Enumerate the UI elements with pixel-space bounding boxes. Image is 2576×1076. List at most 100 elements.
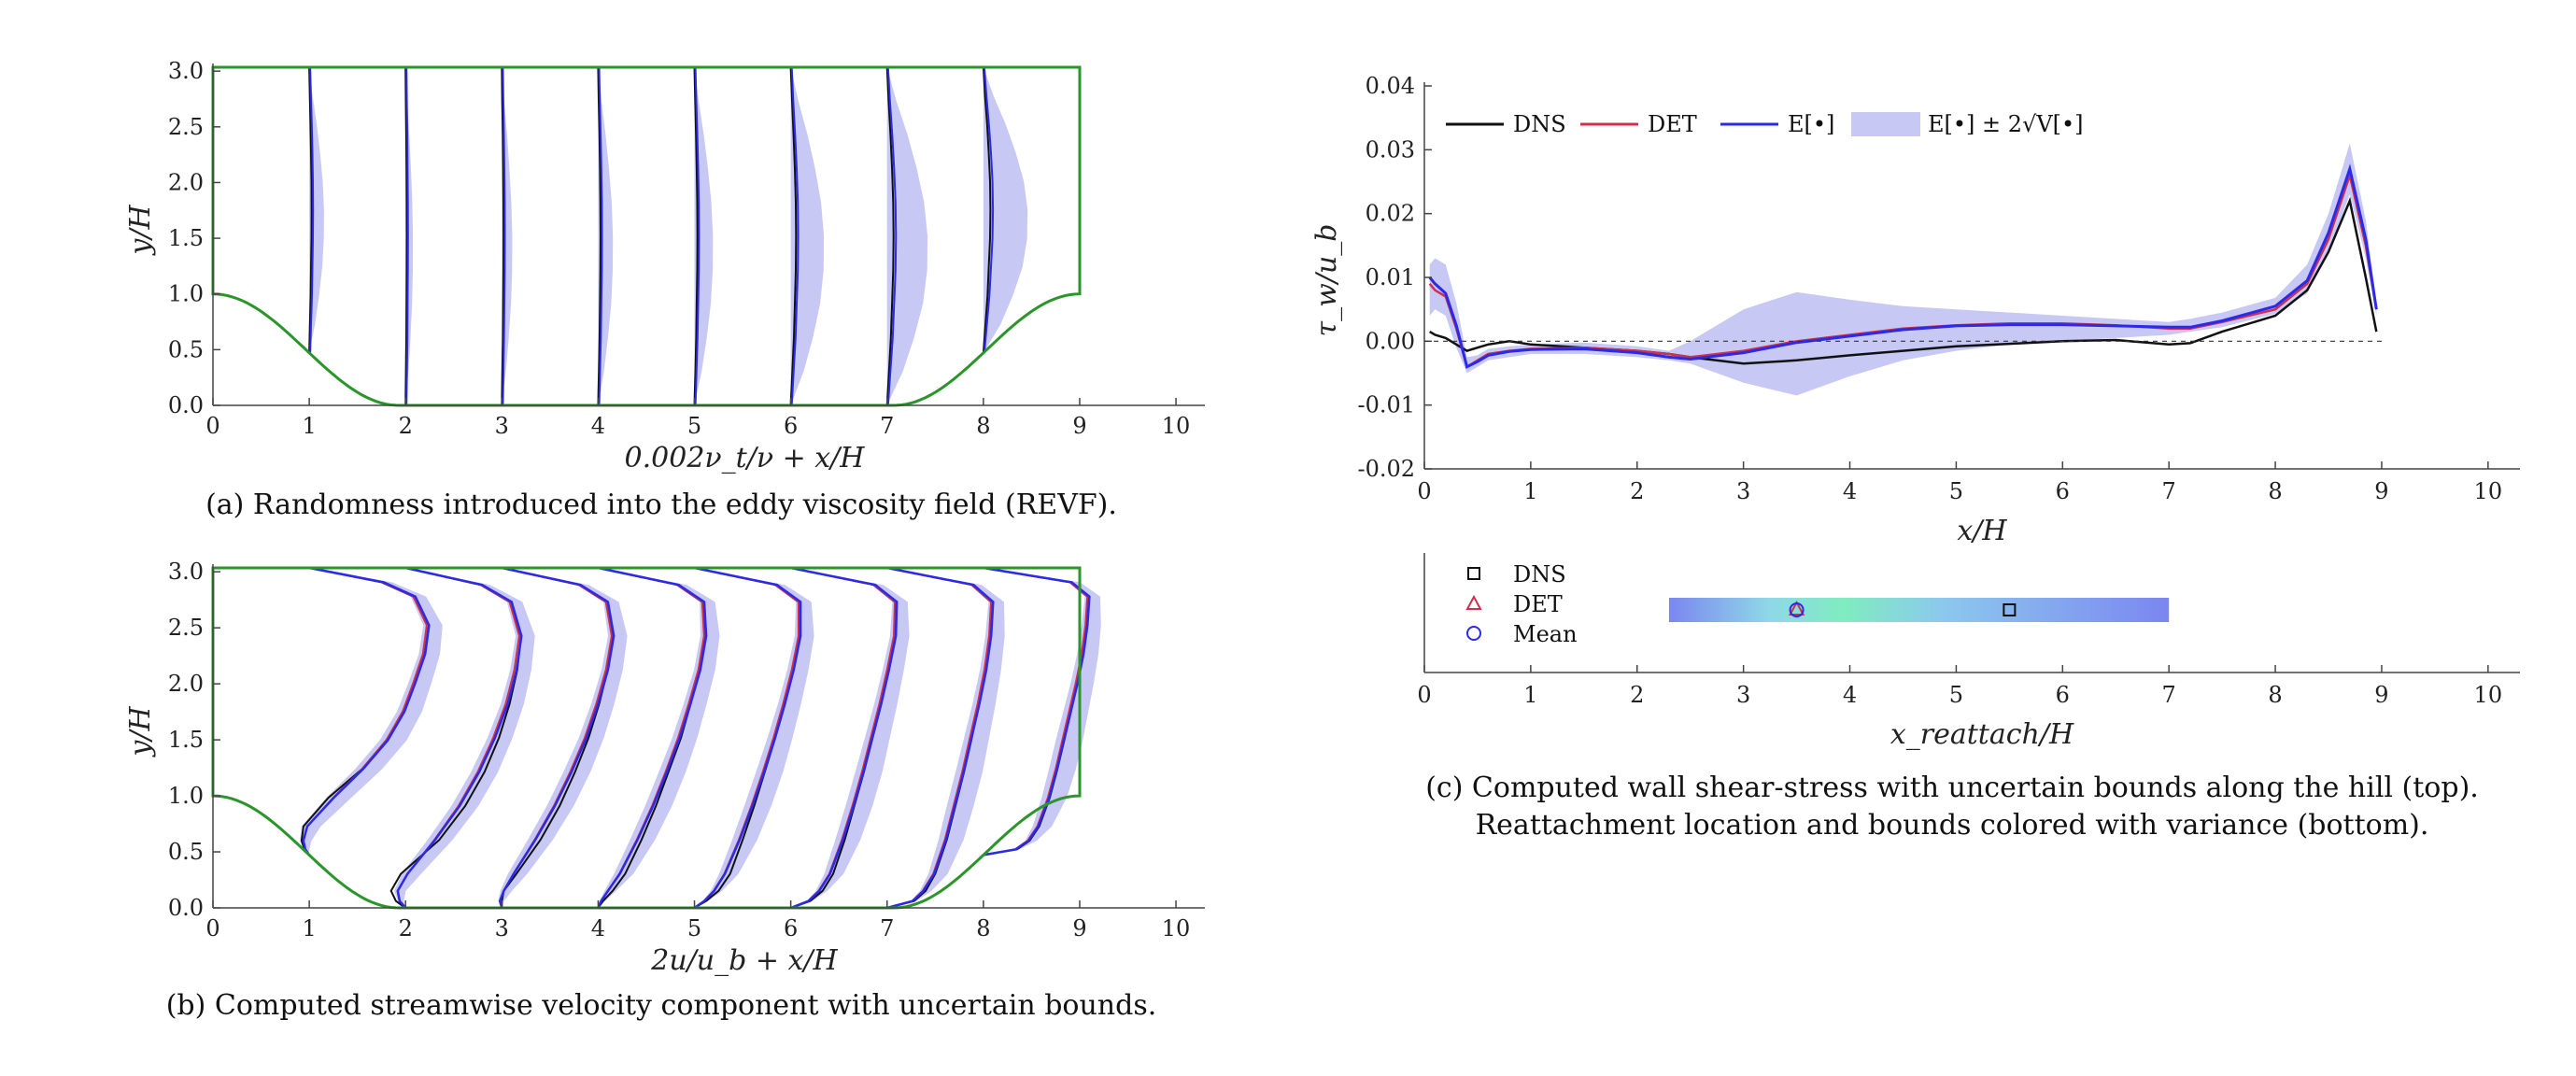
c-bottom-xlabel: x_reattach/H [1890, 718, 2074, 751]
legend-det-label: DET [1648, 111, 1697, 137]
a-ytick-label: 0.0 [168, 392, 204, 418]
c-top-legend: DNS DET E[•] E[•] ± 2√V[•] [1446, 111, 2084, 137]
reattach-mean-marker [1789, 602, 1805, 617]
a-det-profile [885, 66, 895, 406]
c-bottom-xtick-label: 0 [1417, 682, 1431, 708]
reattach-dns-marker [2003, 603, 2017, 616]
c-top-xtick-label: 5 [1949, 478, 1963, 504]
a-caption: (a) Randomness introduced into the eddy … [205, 488, 1117, 521]
b-mean-profile [693, 566, 802, 910]
b-ytick-label: 2.0 [168, 671, 204, 697]
b-xtick-label: 2 [399, 915, 413, 942]
a-wall-outline [211, 65, 1082, 407]
b-mean-profile [983, 566, 1091, 857]
b-ytick-label: 1.5 [168, 727, 204, 753]
a-xtick-label: 3 [495, 413, 509, 439]
legend-mean-label: E[•] [1788, 111, 1834, 137]
b-xtick-label: 6 [784, 915, 798, 942]
b-ytick-label: 2.5 [168, 615, 204, 641]
c-top-xtick-label: 2 [1630, 478, 1644, 504]
c-bottom-xtick-label: 5 [1949, 682, 1963, 708]
legend-dns-marker [1467, 567, 1480, 580]
b-mean-profile [302, 566, 431, 857]
a-mean-profile [983, 66, 995, 353]
c-bottom-xtick-label: 9 [2374, 682, 2388, 708]
panel-c-bottom: 0 1 2 3 4 5 6 7 8 9 10 DNS DET Mean x_reattach/H [1417, 553, 2520, 751]
a-profile-lines [308, 66, 995, 406]
c-top-ylabel: τ_w/u_b [1310, 224, 1343, 337]
c-bottom-axes: 0 1 2 3 4 5 6 7 8 9 10 [1417, 553, 2520, 708]
c-top-xtick-label: 4 [1843, 478, 1857, 504]
a-mean-profile [790, 66, 800, 406]
a-det-profile [982, 66, 992, 353]
a-det-profile [597, 66, 602, 406]
a-ylabel: y/H [124, 205, 157, 257]
b-mean-profile [396, 566, 523, 909]
c-top-band-area [1429, 143, 2377, 396]
c-top-ytick-label: -0.01 [1357, 392, 1415, 418]
b-xtick-label: 0 [205, 915, 219, 942]
c-bottom-xtick-label: 6 [2056, 682, 2070, 708]
b-xtick-label: 4 [591, 915, 605, 942]
c-top-dns-line [1429, 196, 2378, 365]
a-xtick-label: 5 [687, 413, 701, 439]
a-xtick-label: 4 [591, 413, 605, 439]
a-band-station [886, 67, 928, 405]
b-xtick-label: 9 [1072, 915, 1086, 942]
c-top-ytick-label: 0.01 [1366, 264, 1415, 290]
c-bottom-xtick-label: 4 [1843, 682, 1857, 708]
a-mean-profile [502, 66, 506, 406]
b-axes: 0 1 2 3 4 5 6 7 8 9 10 0.0 0.5 1.0 1.5 2.0 2.5 3.0 [168, 559, 1205, 942]
b-xtick-label: 8 [976, 915, 990, 942]
c-bottom-xtick-label: 1 [1523, 682, 1537, 708]
b-xtick-label: 10 [1162, 915, 1191, 942]
a-mean-profile [309, 66, 315, 353]
legend-band-label: E[•] ± 2√V[•] [1928, 111, 2084, 137]
b-ytick-label: 1.0 [168, 783, 204, 809]
legend-det-marker [1465, 594, 1482, 610]
a-ytick-label: 2.0 [168, 169, 204, 195]
a-det-profile [308, 66, 313, 353]
b-xtick-label: 3 [495, 915, 509, 942]
c-top-ytick-label: -0.02 [1357, 456, 1415, 482]
b-ytick-label: 0.5 [168, 839, 204, 865]
panel-c-top: 0 1 2 3 4 5 6 7 8 9 10 -0.02 -0.01 0.00 0.01 0.02 0.03 0.… [1310, 73, 2520, 547]
legend-det-label-b: DET [1513, 591, 1563, 617]
a-det-profile [404, 66, 408, 406]
b-ylabel: y/H [124, 706, 157, 758]
c-caption-line2: Reattachment location and bounds colored… [1476, 809, 2429, 842]
a-ytick-label: 1.0 [168, 281, 204, 307]
c-top-mean-line [1428, 163, 2378, 369]
a-xtick-label: 2 [399, 413, 413, 439]
a-mean-profile [694, 66, 701, 406]
c-top-ytick-label: 0.03 [1366, 136, 1415, 163]
a-ytick-label: 2.5 [168, 114, 204, 140]
b-profile-lines [300, 566, 1091, 910]
a-band-station [790, 67, 825, 405]
a-mean-profile [886, 66, 898, 406]
reattach-det-marker [1788, 600, 1805, 616]
a-band-station [983, 67, 1028, 353]
a-xtick-label: 8 [976, 413, 990, 439]
a-mean-profile [598, 66, 603, 406]
legend-mean-marker [1466, 626, 1481, 641]
panel-a: 0 1 2 3 4 5 6 7 8 9 10 0.0 0.5 1.0 1.5 2.0 2.5 3.0 0.002ν… [124, 58, 1205, 521]
a-domain-boundary [211, 65, 1082, 407]
b-mean-profile [886, 566, 995, 910]
a-ytick-label: 0.5 [168, 336, 204, 362]
c-top-xtick-label: 10 [2474, 478, 2503, 504]
a-mean-profile [405, 66, 409, 406]
c-top-xtick-label: 8 [2268, 478, 2282, 504]
b-mean-profile [597, 566, 708, 909]
b-ytick-label: 3.0 [168, 559, 204, 585]
c-bottom-xtick-label: 2 [1630, 682, 1644, 708]
b-band-station [498, 568, 628, 908]
a-det-profile [693, 66, 699, 406]
c-top-uncertainty-band [1429, 143, 2377, 396]
c-top-lines [1428, 163, 2378, 369]
c-top-ytick-label: 0.02 [1366, 201, 1415, 227]
a-xtick-label: 10 [1162, 413, 1191, 439]
c-top-xtick-label: 6 [2056, 478, 2070, 504]
a-axes: 0 1 2 3 4 5 6 7 8 9 10 0.0 0.5 1.0 1.5 2.0 2.5 3.0 [168, 58, 1205, 439]
